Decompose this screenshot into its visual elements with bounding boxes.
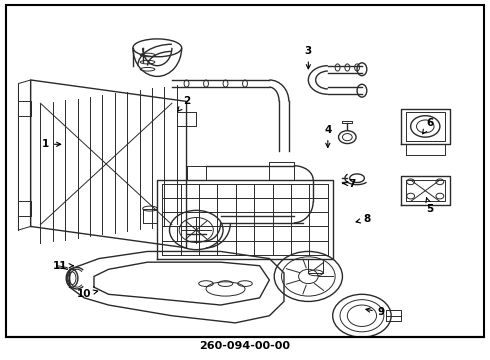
Text: 7: 7: [343, 179, 356, 189]
Text: 260-094-00-00: 260-094-00-00: [199, 341, 291, 351]
Text: 10: 10: [77, 289, 98, 299]
Text: 3: 3: [305, 46, 312, 69]
Text: 2: 2: [177, 96, 190, 111]
Text: 11: 11: [52, 261, 74, 271]
Text: 5: 5: [426, 198, 434, 213]
Text: 4: 4: [324, 125, 332, 147]
Text: 8: 8: [356, 214, 370, 224]
Text: 1: 1: [42, 139, 61, 149]
Text: 6: 6: [423, 118, 434, 134]
Text: 9: 9: [366, 307, 385, 317]
